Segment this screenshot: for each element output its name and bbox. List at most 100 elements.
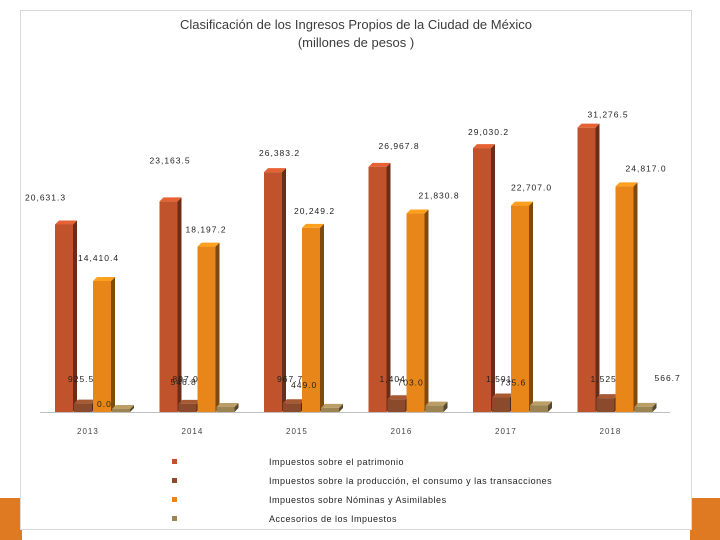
bar-top — [93, 276, 115, 281]
bar-side — [73, 220, 77, 412]
x-tick-label-2017: 2017 — [495, 427, 517, 436]
bar-top — [216, 403, 239, 408]
bar-top — [178, 399, 201, 404]
bar-top — [368, 162, 391, 167]
bar-top — [321, 403, 343, 408]
data-label-1-2013: 925.5 — [68, 374, 94, 384]
bar-side — [491, 144, 495, 412]
bar-top — [511, 201, 533, 206]
bar-front — [406, 213, 425, 412]
bar-front — [216, 407, 235, 412]
bar-top — [473, 144, 495, 149]
bar-side — [424, 209, 429, 412]
bar-front — [264, 172, 282, 412]
bar-front — [634, 406, 653, 412]
bar-front — [368, 166, 387, 412]
bar-3-2015 — [321, 403, 343, 412]
data-label-2-2017: 22,707.0 — [511, 183, 552, 193]
bar-0-2014 — [159, 197, 182, 412]
bar-front — [511, 205, 529, 412]
bar-2-2017 — [511, 201, 533, 412]
bar-front — [55, 224, 73, 412]
bar-front — [159, 201, 178, 412]
bar-front — [178, 403, 197, 412]
bar-top — [634, 402, 657, 407]
data-label-1-2014: 897.0 — [173, 374, 199, 384]
bar-front — [530, 405, 548, 412]
data-label-0-2014: 23,163.5 — [150, 155, 191, 165]
bar-1-2013 — [74, 399, 96, 412]
chart-subtitle: (millones de pesos ) — [297, 35, 415, 50]
bar-top — [112, 405, 134, 409]
x-tick-label-2018: 2018 — [600, 427, 622, 436]
legend-swatch-nominas — [172, 497, 177, 502]
bar-top — [74, 399, 96, 404]
bar-top — [264, 168, 286, 173]
bar-2-2015 — [302, 223, 324, 412]
data-label-2-2015: 20,249.2 — [294, 206, 335, 216]
bar-2-2013 — [93, 276, 115, 412]
data-label-3-2014: 546.8 — [171, 377, 197, 387]
bar-side — [177, 197, 182, 412]
bar-front — [387, 399, 406, 412]
bar-side — [282, 168, 286, 412]
data-label-3-2013: 0.0 — [97, 399, 112, 409]
bar-top — [596, 394, 619, 399]
chart-title-block: Clasificación de los Ingresos Propios de… — [20, 16, 692, 52]
bar-top — [302, 223, 324, 228]
chart-title: Clasificación de los Ingresos Propios de… — [180, 17, 532, 32]
bar-0-2015 — [264, 168, 286, 412]
data-label-3-2016: 703.0 — [398, 378, 424, 388]
bar-front — [321, 407, 339, 412]
bar-front — [74, 403, 92, 412]
legend: Impuestos sobre el patrimonio Impuestos … — [172, 452, 592, 528]
bar-front — [492, 397, 510, 412]
data-label-2-2016: 21,830.8 — [419, 191, 460, 201]
bar-top — [492, 393, 514, 398]
data-label-1-2018: 1,525.4 — [591, 374, 626, 384]
legend-swatch-patrimonio — [172, 459, 177, 464]
bar-3-2014 — [216, 403, 239, 412]
bar-top — [55, 220, 77, 225]
legend-label-produccion: Impuestos sobre la producción, el consum… — [269, 475, 553, 486]
x-tick-label-2013: 2013 — [77, 427, 99, 436]
data-label-0-2015: 26,383.2 — [259, 148, 300, 158]
data-label-1-2015: 967.7 — [277, 374, 303, 384]
bar-front — [283, 403, 301, 412]
bar-front — [473, 148, 491, 412]
data-label-0-2016: 26,967.8 — [379, 141, 420, 151]
bar-side — [320, 223, 324, 412]
bar-top — [425, 401, 448, 406]
bar-front — [112, 409, 130, 412]
legend-label-patrimonio: Impuestos sobre el patrimonio — [269, 456, 405, 467]
footer-accent-right — [690, 498, 720, 540]
bar-front — [302, 227, 320, 412]
data-label-1-2016: 1,404.9 — [380, 374, 415, 384]
bar-top — [159, 197, 182, 202]
bar-side — [234, 403, 239, 412]
bar-front — [596, 398, 615, 412]
bar-side — [595, 123, 600, 412]
bar-2-2016 — [406, 209, 429, 412]
bar-top — [615, 182, 638, 187]
legend-swatch-accesorios — [172, 516, 177, 521]
data-label-0-2017: 29,030.2 — [468, 127, 509, 137]
data-label-0-2013: 20,631.3 — [25, 192, 66, 202]
legend-item-patrimonio: Impuestos sobre el patrimonio — [172, 452, 592, 471]
bar-3-2017 — [530, 401, 552, 412]
footer-accent-left — [0, 498, 22, 540]
bar-1-2016 — [387, 395, 410, 412]
legend-label-nominas: Impuestos sobre Nóminas y Asimilables — [269, 494, 447, 505]
bar-0-2017 — [473, 144, 495, 412]
legend-item-accesorios: Accesorios de los Impuestos — [172, 509, 592, 528]
bar-3-2018 — [634, 402, 657, 412]
bar-0-2016 — [368, 162, 391, 412]
bar-top — [406, 209, 429, 214]
bar-1-2018 — [596, 394, 619, 412]
bar-side — [633, 182, 638, 412]
data-label-2-2013: 14,410.4 — [78, 253, 119, 263]
data-label-3-2015: 449.0 — [291, 380, 317, 390]
bar-1-2014 — [178, 399, 201, 412]
bar-front — [425, 405, 444, 412]
